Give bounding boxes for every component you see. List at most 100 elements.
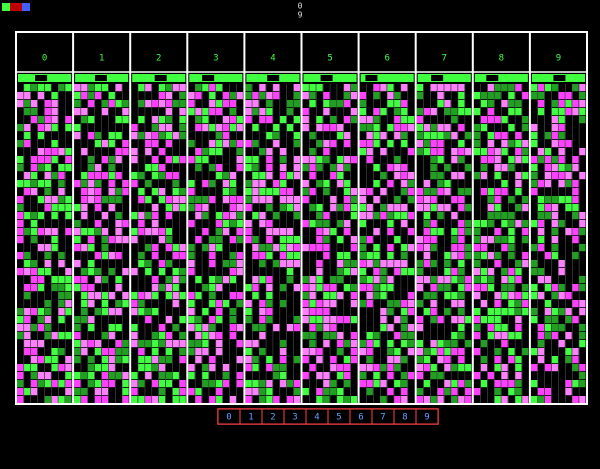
cell [158,356,166,364]
cell [430,396,437,404]
cell [530,244,538,252]
column-status-inner [35,75,48,81]
button-label[interactable]: 6 [358,413,363,423]
cell [444,340,451,348]
cell [37,148,45,156]
cell [108,100,115,108]
button-label[interactable]: 4 [314,413,319,423]
cell [323,236,330,244]
cell [222,140,230,148]
cell [537,236,545,244]
cell [508,124,515,132]
cell [515,300,522,308]
cell [309,156,316,164]
cell [229,292,237,300]
cell [387,92,394,100]
cell [366,300,373,308]
cell [286,252,294,260]
cell [494,380,501,388]
cell [316,236,323,244]
cell [259,316,266,324]
cell [323,100,330,108]
cell [480,236,488,244]
button-label[interactable]: 2 [270,413,275,423]
cell [494,236,501,244]
cell [464,284,472,292]
cell [179,84,186,92]
cell [266,196,273,204]
cell [229,172,237,180]
cell [302,108,309,116]
cell [508,156,515,164]
cell [245,380,252,388]
button-label[interactable]: 9 [424,413,429,423]
cell [309,220,316,228]
cell [80,196,88,204]
cell [451,172,458,180]
cell [188,92,195,100]
cell [423,236,430,244]
cell [515,308,522,316]
cell [138,228,145,236]
cell [101,236,109,244]
cell [245,92,252,100]
cell [416,372,424,380]
cell [309,100,316,108]
cell [144,340,152,348]
cell [108,372,115,380]
cell [366,332,373,340]
cell [94,140,102,148]
cell [188,244,195,252]
cell [44,164,51,172]
button-label[interactable]: 1 [248,413,253,423]
cell [202,212,209,220]
button[interactable] [415,408,439,425]
cell [515,204,522,212]
cell [245,364,252,372]
cell [245,396,252,404]
button-label[interactable]: 7 [380,413,385,423]
button-label[interactable]: 8 [402,413,407,423]
cell [17,124,24,132]
cell [494,308,501,316]
cell [508,220,515,228]
cell [195,148,202,156]
cell [131,156,138,164]
cell [359,148,366,156]
cell [451,300,458,308]
cell [131,292,138,300]
column-status [360,74,414,82]
button-label[interactable]: 5 [336,413,341,423]
cell [58,172,65,180]
cell [400,212,408,220]
cell [165,92,173,100]
cell [144,132,152,140]
cell [522,284,529,292]
cell [579,396,586,404]
cell [309,204,316,212]
cell [359,204,366,212]
cell [87,324,95,332]
cell [115,300,122,308]
cell [387,308,394,316]
cell [195,316,202,324]
cell [400,244,408,252]
cell [451,316,458,324]
cell [359,372,366,380]
cell [131,124,138,132]
cell [65,300,72,308]
cell [30,260,38,268]
cell [229,124,237,132]
cell [208,284,216,292]
cell [579,340,586,348]
cell [316,180,323,188]
cell [551,292,558,300]
button-label[interactable]: 0 [226,413,231,423]
cell [416,396,424,404]
cell [336,292,344,300]
cell [266,108,273,116]
cell [487,276,494,284]
cell [380,172,387,180]
cell [530,124,538,132]
button-label[interactable]: 3 [292,413,297,423]
